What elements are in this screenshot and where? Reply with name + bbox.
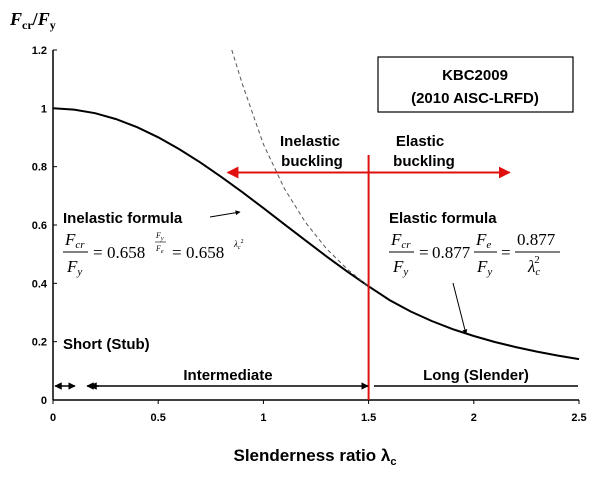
el-den-f: F (392, 257, 404, 276)
inel-eq1: = (93, 243, 103, 262)
inel-num-f: F (64, 230, 76, 249)
x-axis-title-sub: c (390, 456, 396, 468)
y-tick-label: 1 (41, 103, 47, 115)
inelastic-buckling-label-2: buckling (281, 153, 343, 170)
inelastic-formula-pointer (209, 210, 241, 218)
svg-text:Fy: Fy (476, 257, 492, 278)
svg-text:Fcr: Fcr (390, 230, 411, 251)
y-axis-title-slash: / (32, 9, 39, 29)
y-axis-title-sub2: y (50, 18, 56, 32)
el-coef2: 0.877 (517, 230, 556, 249)
inel-exp-num-sub: y (160, 236, 164, 242)
el-eq1: = (419, 243, 429, 262)
inelastic-buckling-label-1: Inelastic (280, 133, 340, 150)
svg-text:λc2: λc2 (527, 254, 540, 278)
inel-exp2-sup: 2 (241, 239, 244, 245)
elastic-formula-title: Elastic formula (389, 210, 497, 227)
el-frac-num-sub: e (486, 239, 491, 251)
intermediate-label: Intermediate (183, 367, 272, 384)
x-ticks: 0 0.5 1 1.5 2 2.5 (50, 400, 587, 424)
el-frac-den-f: F (476, 257, 488, 276)
series-euler-curve (231, 49, 369, 287)
el-lambda-sup: 2 (534, 254, 540, 266)
inel-den-sub: y (76, 266, 82, 278)
inel-coef2: 0.658 (186, 243, 224, 262)
elastic-formula-pointer (452, 282, 468, 335)
x-tick-label: 0 (50, 412, 56, 424)
x-tick-label: 2.5 (571, 412, 586, 424)
svg-text:λc2: λc2 (233, 239, 244, 251)
y-axis-title-f1: F (9, 9, 22, 29)
el-lambda: λ (527, 257, 535, 276)
y-tick-label: 0.8 (32, 162, 47, 174)
y-ticks: 0 0.2 0.4 0.6 0.8 1 1.2 (32, 45, 57, 407)
long-slender-label: Long (Slender) (423, 367, 529, 384)
inel-exp-den-f: F (155, 244, 161, 253)
inel-coef1: 0.658 (107, 243, 145, 262)
el-frac-num-f: F (475, 230, 487, 249)
x-tick-label: 0.5 (151, 412, 166, 424)
x-axis-title: Slenderness ratio λc (234, 446, 397, 468)
svg-text:Fy: Fy (155, 231, 164, 242)
elastic-buckling-label-1: Elastic (396, 133, 444, 150)
x-tick-label: 1.5 (361, 412, 376, 424)
el-num-f: F (390, 230, 402, 249)
inel-exp-num-f: F (155, 231, 161, 240)
el-frac-den-sub: y (486, 266, 492, 278)
inel-exp-den-sub: e (161, 249, 164, 255)
y-axis-title-f2: F (37, 9, 50, 29)
svg-text:Fcr: Fcr (64, 230, 85, 251)
x-axis-title-text: Slenderness ratio (234, 446, 381, 465)
el-lambda-sub: c (535, 266, 540, 278)
inel-exp2-sub: c (238, 245, 241, 251)
svg-text:Fy: Fy (392, 257, 408, 278)
y-tick-label: 0.2 (32, 337, 47, 349)
el-eq2: = (501, 243, 511, 262)
inel-eq2: = (172, 243, 182, 262)
el-coef1: 0.877 (432, 243, 471, 262)
elastic-formula: Fcr Fy = 0.877 Fe Fy = 0.877 λc2 (389, 230, 560, 278)
y-tick-label: 0.4 (32, 278, 48, 290)
legend-line1: KBC2009 (442, 67, 508, 84)
x-axis-title-lambda: λ (381, 446, 391, 465)
y-tick-label: 1.2 (32, 45, 47, 57)
svg-text:Fe: Fe (155, 244, 164, 255)
legend-box (377, 56, 574, 113)
short-stub-label: Short (Stub) (63, 336, 150, 353)
svg-text:Fy: Fy (66, 257, 82, 278)
y-axis-title-sub1: cr (22, 18, 33, 32)
inel-num-sub: cr (75, 239, 85, 251)
series-fcr-curve (52, 107, 580, 361)
y-axis-title: Fcr/Fy (9, 9, 56, 32)
elastic-buckling-label-2: buckling (393, 153, 455, 170)
x-tick-label: 2 (471, 412, 477, 424)
inelastic-formula: Fcr Fy = 0.658 Fy Fe = 0.658 λc2 (63, 230, 244, 278)
y-tick-label: 0 (41, 395, 47, 407)
svg-text:Fe: Fe (475, 230, 491, 251)
inel-den-f: F (66, 257, 78, 276)
inelastic-formula-title: Inelastic formula (63, 210, 183, 227)
el-den-sub: y (402, 266, 408, 278)
x-tick-label: 1 (260, 412, 266, 424)
el-num-sub: cr (401, 239, 411, 251)
y-tick-label: 0.6 (32, 220, 47, 232)
inel-exp2-lambda: λ (233, 239, 238, 249)
legend-line2: (2010 AISC-LRFD) (411, 90, 539, 107)
